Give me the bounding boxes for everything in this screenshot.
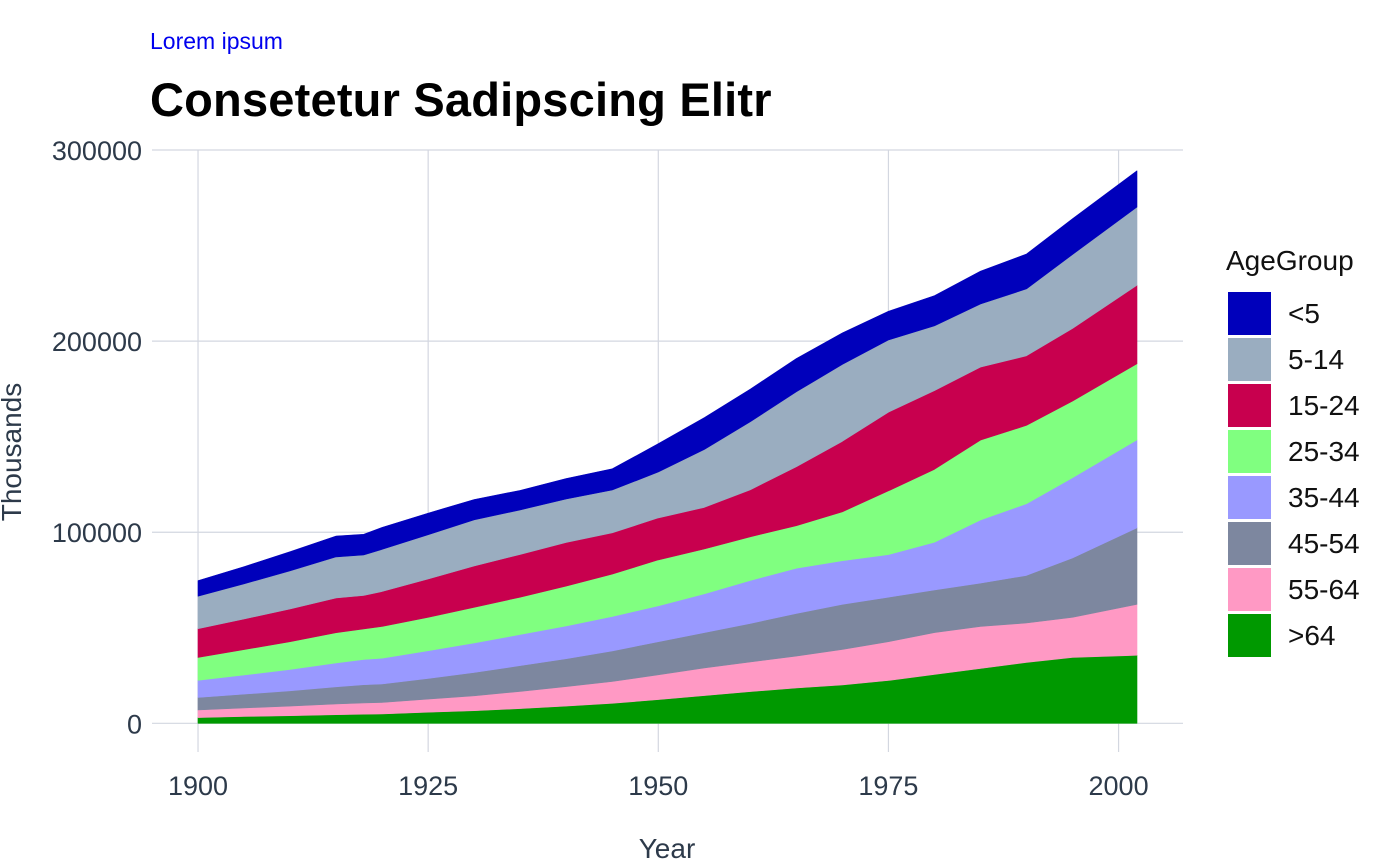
area-5 [197, 170, 1138, 597]
legend-swatch [1228, 430, 1271, 473]
area-layer [197, 170, 1138, 724]
legend-label: >64 [1288, 620, 1336, 651]
legend-swatch [1228, 614, 1271, 657]
x-tick-label: 2000 [1089, 771, 1149, 801]
y-axis-title: Thousands [0, 383, 27, 522]
legend-label: 15-24 [1288, 390, 1360, 421]
x-tick-label: 1925 [398, 771, 458, 801]
legend-label: <5 [1288, 298, 1320, 329]
y-tick-label: 0 [127, 709, 142, 739]
legend-swatch [1228, 292, 1271, 335]
chart-title: Consetetur Sadipscing Elitr [150, 73, 772, 126]
legend-swatch [1228, 338, 1271, 381]
legend-label: 5-14 [1288, 344, 1344, 375]
legend-swatch [1228, 476, 1271, 519]
legend-swatch [1228, 568, 1271, 611]
x-tick-label: 1900 [168, 771, 228, 801]
legend-swatch [1228, 522, 1271, 565]
x-axis-title: Year [639, 833, 696, 864]
legend: AgeGroup <5 5-14 15-24 25-34 35-44 45-54 55-64… [1226, 245, 1360, 657]
chart-subtitle: Lorem ipsum [150, 28, 283, 54]
x-tick-label: 1975 [858, 771, 918, 801]
y-tick-label: 200000 [52, 327, 142, 357]
y-tick-label: 100000 [52, 518, 142, 548]
legend-title: AgeGroup [1226, 245, 1354, 276]
legend-label: 45-54 [1288, 528, 1360, 559]
y-tick-label: 300000 [52, 136, 142, 166]
legend-label: 35-44 [1288, 482, 1360, 513]
tick-labels: 0 100000 200000 300000 1900 1925 1950 1975 2000 [52, 136, 1149, 801]
legend-label: 25-34 [1288, 436, 1360, 467]
x-tick-label: 1950 [628, 771, 688, 801]
legend-label: 55-64 [1288, 574, 1360, 605]
legend-swatch [1228, 384, 1271, 427]
